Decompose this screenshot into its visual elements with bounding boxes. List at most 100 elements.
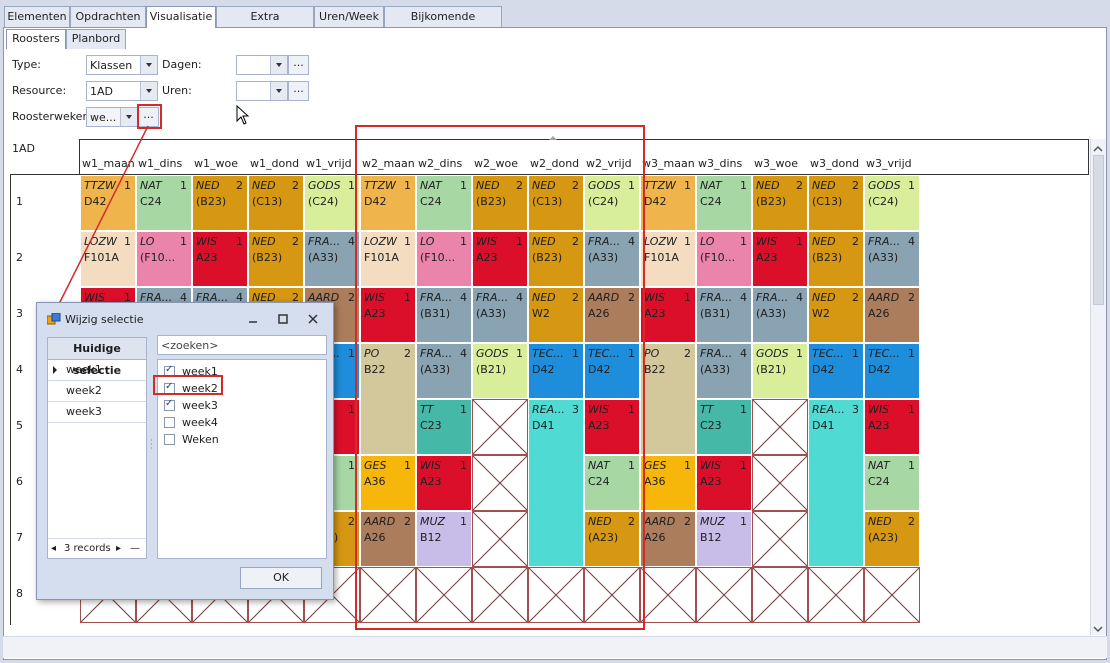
nav-remove-icon[interactable]: — xyxy=(130,543,140,554)
lesson-cell[interactable]: NED 2 (A23) xyxy=(864,511,920,567)
lesson-cell[interactable]: NED 2 (C13) xyxy=(248,175,304,231)
lesson-cell[interactable]: AARD 2 A26 xyxy=(864,287,920,343)
lesson-cell[interactable]: LO 1 (F10... xyxy=(696,231,752,287)
lesson-cell[interactable]: WIS 1 A23 xyxy=(192,231,248,287)
lesson-cell[interactable]: LOZW 1 F101A xyxy=(80,231,136,287)
tab-extra-spreidingen[interactable]: Extra spreidingen xyxy=(216,6,314,42)
lesson-cell[interactable]: TEC... 1 D42 xyxy=(864,343,920,399)
lesson-cell[interactable]: NED 2 (B23) xyxy=(192,175,248,231)
lesson-cell[interactable]: TEC... 1 D42 xyxy=(528,343,584,399)
dagen-ellipsis-button[interactable]: ... xyxy=(288,55,309,75)
lesson-cell[interactable]: LO 1 (F10... xyxy=(136,231,192,287)
chevron-down-icon[interactable] xyxy=(120,108,137,126)
collapse-arrow-icon[interactable] xyxy=(549,131,557,140)
lesson-cell[interactable]: WIS 1 A23 xyxy=(640,287,696,343)
resource-select[interactable]: 1AD xyxy=(86,81,158,101)
chevron-down-icon[interactable] xyxy=(270,82,287,100)
lesson-cell[interactable]: NED 2 (C13) xyxy=(528,175,584,231)
lesson-cell[interactable]: TEC... 1 D42 xyxy=(808,343,864,399)
lesson-cell[interactable]: LOZW 1 F101A xyxy=(360,231,416,287)
lesson-cell[interactable]: MUZ 1 B12 xyxy=(416,511,472,567)
nav-prev-icon[interactable]: ◂ xyxy=(51,543,57,554)
lesson-cell[interactable]: NED 2 W2 xyxy=(528,287,584,343)
splitter-grip-icon[interactable]: · · · xyxy=(150,436,153,453)
lesson-cell[interactable]: WIS 1 A23 xyxy=(416,455,472,511)
chevron-down-icon[interactable] xyxy=(270,56,287,74)
lesson-cell[interactable]: NAT 1 C24 xyxy=(416,175,472,231)
lesson-cell[interactable]: WIS 1 A23 xyxy=(752,231,808,287)
lesson-cell[interactable]: GODS 1 (C24) xyxy=(584,175,640,231)
grid-vertical-scrollbar[interactable] xyxy=(1090,139,1106,635)
lesson-cell[interactable]: GODS 1 (C24) xyxy=(304,175,360,231)
tab-planbord[interactable]: Planbord xyxy=(66,29,126,49)
lesson-cell[interactable]: NED 2 (B23) xyxy=(248,231,304,287)
lesson-cell[interactable]: AARD 2 A26 xyxy=(360,511,416,567)
scroll-up-icon[interactable] xyxy=(1093,143,1103,152)
search-input[interactable]: <zoeken> xyxy=(157,335,327,355)
roosterweken-select[interactable]: we... xyxy=(86,107,138,127)
lesson-cell[interactable]: TT 1 C23 xyxy=(416,399,472,455)
lesson-cell[interactable]: NED 2 (B23) xyxy=(472,175,528,231)
lesson-cell[interactable]: REA... 3 D41 xyxy=(528,399,584,567)
lesson-cell[interactable]: WIS 1 A23 xyxy=(696,455,752,511)
lesson-cell[interactable]: PO 2 B22 xyxy=(640,343,696,455)
week-option[interactable]: week3 xyxy=(162,398,322,414)
scroll-down-icon[interactable] xyxy=(1093,623,1103,633)
lesson-cell[interactable]: AARD 2 A26 xyxy=(640,511,696,567)
week-option[interactable]: Weken xyxy=(162,432,322,448)
lesson-cell[interactable]: FRA... 4 (B31) xyxy=(696,287,752,343)
week-option[interactable]: week1 xyxy=(162,364,322,380)
lesson-cell[interactable]: FRA... 4 (A33) xyxy=(416,343,472,399)
uren-ellipsis-button[interactable]: ... xyxy=(288,81,309,101)
lesson-cell[interactable]: NED 2 (B23) xyxy=(808,231,864,287)
lesson-cell[interactable]: GODS 1 (B21) xyxy=(472,343,528,399)
lesson-cell[interactable]: WIS 1 A23 xyxy=(584,399,640,455)
lesson-cell[interactable]: NAT 1 C24 xyxy=(584,455,640,511)
lesson-cell[interactable]: TTZW 1 D42 xyxy=(640,175,696,231)
tab-uren-week[interactable]: Uren/Week xyxy=(314,6,384,27)
list-item[interactable]: week3 xyxy=(48,402,146,423)
lesson-cell[interactable]: WIS 1 A23 xyxy=(472,231,528,287)
lesson-cell[interactable]: TTZW 1 D42 xyxy=(80,175,136,231)
lesson-cell[interactable]: GODS 1 (B21) xyxy=(752,343,808,399)
tab-opdrachten[interactable]: Opdrachten xyxy=(70,6,146,27)
maximize-icon[interactable] xyxy=(277,313,289,325)
tab-elementen[interactable]: Elementen xyxy=(4,6,70,27)
ok-button[interactable]: OK xyxy=(240,567,322,589)
minimize-icon[interactable] xyxy=(247,313,259,325)
lesson-cell[interactable]: PO 2 B22 xyxy=(360,343,416,455)
dagen-select[interactable] xyxy=(236,55,288,75)
lesson-cell[interactable]: AARD 2 A26 xyxy=(584,287,640,343)
lesson-cell[interactable]: FRA... 4 (A33) xyxy=(696,343,752,399)
lesson-cell[interactable]: GES 1 A36 xyxy=(640,455,696,511)
close-icon[interactable] xyxy=(307,313,319,325)
lesson-cell[interactable]: NED 2 (B23) xyxy=(528,231,584,287)
lesson-cell[interactable]: FRA... 4 (A33) xyxy=(864,231,920,287)
lesson-cell[interactable]: MUZ 1 B12 xyxy=(696,511,752,567)
lesson-cell[interactable]: WIS 1 A23 xyxy=(360,287,416,343)
lesson-cell[interactable]: TTZW 1 D42 xyxy=(360,175,416,231)
week-option[interactable]: week2 xyxy=(162,381,322,397)
lesson-cell[interactable]: NED 2 (B23) xyxy=(752,175,808,231)
lesson-cell[interactable]: LOZW 1 F101A xyxy=(640,231,696,287)
type-select[interactable]: Klassen xyxy=(86,55,158,75)
lesson-cell[interactable]: REA... 3 D41 xyxy=(808,399,864,567)
week-option[interactable]: week4 xyxy=(162,415,322,431)
tab-bijkomende-informatie[interactable]: Bijkomende informatie xyxy=(384,6,502,42)
lesson-cell[interactable]: NAT 1 C24 xyxy=(864,455,920,511)
list-item[interactable]: week2 xyxy=(48,381,146,402)
lesson-cell[interactable]: NED 2 (C13) xyxy=(808,175,864,231)
checkbox[interactable] xyxy=(164,417,175,428)
lesson-cell[interactable]: NAT 1 C24 xyxy=(696,175,752,231)
tab-visualisatie[interactable]: Visualisatie xyxy=(146,6,216,28)
lesson-cell[interactable]: NED 2 (A23) xyxy=(584,511,640,567)
chevron-down-icon[interactable] xyxy=(140,82,157,100)
lesson-cell[interactable]: GODS 1 (C24) xyxy=(864,175,920,231)
lesson-cell[interactable]: FRA... 4 (A33) xyxy=(304,231,360,287)
lesson-cell[interactable]: NED 2 W2 xyxy=(808,287,864,343)
grid-horizontal-scrollbar[interactable] xyxy=(3,636,1107,658)
lesson-cell[interactable]: FRA... 4 (A33) xyxy=(584,231,640,287)
lesson-cell[interactable]: FRA... 4 (A33) xyxy=(472,287,528,343)
list-item[interactable]: week1 xyxy=(48,360,146,381)
scroll-thumb[interactable] xyxy=(1093,155,1104,305)
